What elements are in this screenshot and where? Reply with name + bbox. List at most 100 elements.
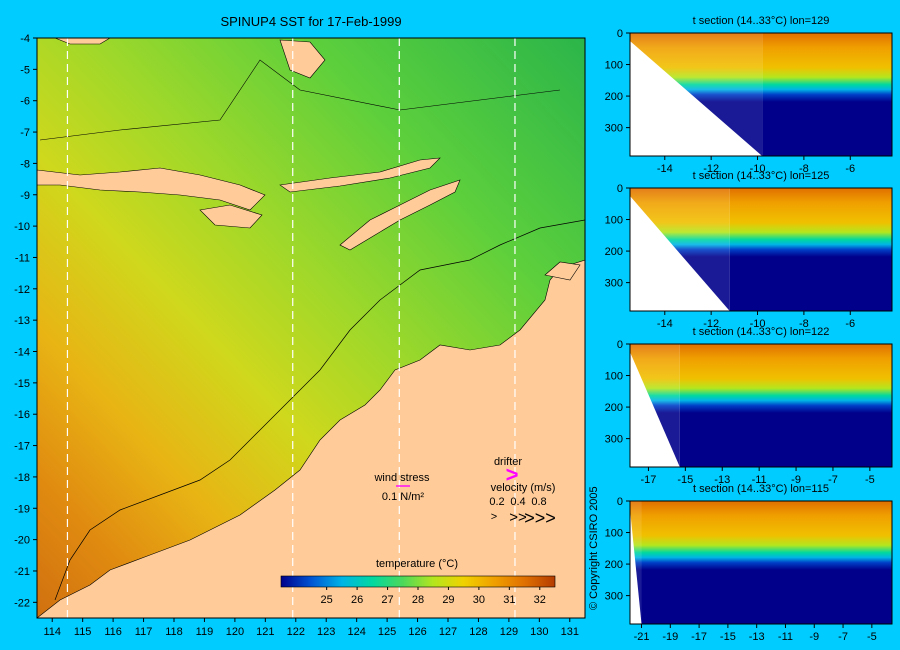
shelf-contour xyxy=(54,219,585,601)
section-title: t section (14..33°C) lon=125 xyxy=(693,170,830,182)
section-y-tick-label: 100 xyxy=(605,215,623,227)
section-y-tick-label: 100 xyxy=(605,528,623,540)
colorbar-tick-label: 30 xyxy=(473,594,485,606)
map-y-tick-label: -4 xyxy=(20,33,30,45)
map-title: SPINUP4 SST for 17-Feb-1999 xyxy=(220,14,401,29)
colorbar-bar xyxy=(280,575,556,588)
colorbar-label: temperature (°C) xyxy=(376,558,458,570)
section-x-tick-label: -6 xyxy=(845,318,855,330)
section-x-tick-label: -15 xyxy=(720,631,736,643)
section-y-tick-label: 0 xyxy=(617,339,623,351)
section-y-tick-label: 100 xyxy=(605,371,623,383)
timor-island xyxy=(339,179,461,251)
map-x-tick-label: 125 xyxy=(378,626,396,638)
map-y-tick-label: -12 xyxy=(14,284,30,296)
map-x-tick-label: 126 xyxy=(408,626,426,638)
colorbar-ticks: 25 26 27 28 29 30 31 32 xyxy=(321,587,546,606)
section-lines xyxy=(66,38,516,618)
map-frame xyxy=(36,37,586,619)
section-title: t section (14..33°C) lon=122 xyxy=(693,326,830,338)
section-shelf-water xyxy=(630,501,642,624)
section-x-tick-label: -6 xyxy=(845,163,855,175)
map-x-tick-label: 119 xyxy=(196,626,214,638)
velocity-symbol-2: >> xyxy=(509,509,527,526)
section-x-tick-label: -8 xyxy=(799,318,809,330)
map-x-axis: 114 115 116 117 118 119 120 121 122 123 124 125 126 1… xyxy=(43,618,579,638)
section-panel-4: t section (14..33°C) lon=115 -21 -19 -17 -15… xyxy=(605,483,893,643)
section-x-tick-label: -8 xyxy=(799,163,809,175)
map-y-tick-label: -6 xyxy=(20,96,30,108)
section-y-tick-label: 300 xyxy=(605,278,623,290)
section-temperature-field xyxy=(641,501,892,624)
wind-stress-legend: wind stress 0.1 N/m² xyxy=(373,472,430,503)
map-x-tick-label: 124 xyxy=(347,626,365,638)
section-y-tick-label: 200 xyxy=(605,402,623,414)
map-x-tick-label: 122 xyxy=(287,626,305,638)
wind-stress-value: 0.1 N/m² xyxy=(382,491,425,503)
map-x-tick-label: 129 xyxy=(500,626,518,638)
section-panel-2: t section (14..33°C) lon=125 -14 -12 -10 -8 -… xyxy=(605,170,893,330)
map-x-tick-label: 115 xyxy=(74,626,92,638)
sst-map: SPINUP4 SST for 17-Feb-1999 114 115 116 117… xyxy=(14,14,600,638)
map-y-tick-label: -11 xyxy=(15,252,30,264)
banda-contour xyxy=(39,59,561,141)
section-frame xyxy=(629,32,893,157)
section-x-tick-label: -10 xyxy=(750,318,766,330)
section-shelf-water xyxy=(630,344,680,467)
section-y-tick-label: 200 xyxy=(605,559,623,571)
map-y-tick-label: -5 xyxy=(20,64,30,76)
section-shelf-water xyxy=(630,33,763,156)
map-x-tick-label: 121 xyxy=(256,626,274,638)
velocity-symbol-1: > xyxy=(491,511,497,523)
section-x-tick-label: -17 xyxy=(640,474,656,486)
section-shelf-water xyxy=(630,188,730,311)
colorbar-tick-label: 25 xyxy=(321,594,333,606)
section-frame xyxy=(629,187,893,312)
map-y-tick-label: -15 xyxy=(14,378,30,390)
section-panel-3: t section (14..33°C) lon=122 -17 -15 -13 -11… xyxy=(605,326,893,486)
tanimbar-island xyxy=(544,261,581,281)
map-x-tick-label: 128 xyxy=(469,626,487,638)
map-x-tick-label: 116 xyxy=(104,626,122,638)
map-x-tick-label: 127 xyxy=(439,626,457,638)
australia-landmass xyxy=(37,259,585,618)
sumba-island xyxy=(199,204,263,229)
section-title: t section (14..33°C) lon=129 xyxy=(693,15,830,27)
map-x-tick-label: 118 xyxy=(165,626,183,638)
section-x-tick-label: -19 xyxy=(662,631,678,643)
map-x-tick-label: 130 xyxy=(530,626,548,638)
section-y-tick-label: 100 xyxy=(605,60,623,72)
colorbar-tick-label: 28 xyxy=(412,594,424,606)
map-y-tick-label: -16 xyxy=(14,409,30,421)
section-y-tick-label: 300 xyxy=(605,123,623,135)
map-x-tick-label: 117 xyxy=(135,626,153,638)
map-y-tick-label: -7 xyxy=(20,127,30,139)
section-panel-1: t section (14..33°C) lon=129 -14 -12 -10 -8 -… xyxy=(605,15,893,175)
map-y-tick-label: -20 xyxy=(14,535,30,547)
section-y-tick-label: 200 xyxy=(605,91,623,103)
map-y-tick-label: -17 xyxy=(14,441,30,453)
sulawesi-island xyxy=(279,39,326,79)
colorbar-tick-label: 31 xyxy=(503,594,515,606)
section-x-tick-label: -15 xyxy=(677,474,693,486)
map-x-tick-label: 114 xyxy=(43,626,61,638)
section-y-tick-label: 200 xyxy=(605,246,623,258)
velocity-tick-2: 0.4 xyxy=(510,496,525,508)
colorbar: temperature (°C) 25 26 27 28 29 30 31 32 xyxy=(280,558,556,606)
velocity-label: velocity (m/s) xyxy=(491,482,556,494)
section-x-tick-label: -11 xyxy=(778,631,793,643)
flores-island xyxy=(279,157,441,193)
map-y-tick-label: -8 xyxy=(20,158,30,170)
section-x-tick-label: -7 xyxy=(838,631,848,643)
section-x-tick-label: -13 xyxy=(714,474,730,486)
map-x-tick-label: 123 xyxy=(317,626,335,638)
section-panels: t section (14..33°C) lon=129 -14 -12 -10 -8 -… xyxy=(605,15,893,643)
borneo-coast xyxy=(54,38,111,45)
section-x-tick-label: -14 xyxy=(657,318,673,330)
colorbar-tick-label: 26 xyxy=(351,594,363,606)
map-y-tick-label: -19 xyxy=(14,503,30,515)
map-y-axis: -4 -5 -6 -7 -8 -9 -10 -11 -12 -13 -14 -15 -16 -17 -18 -… xyxy=(14,33,37,609)
section-x-tick-label: -7 xyxy=(828,474,838,486)
map-y-tick-label: -18 xyxy=(14,472,30,484)
section-frame xyxy=(629,343,893,468)
